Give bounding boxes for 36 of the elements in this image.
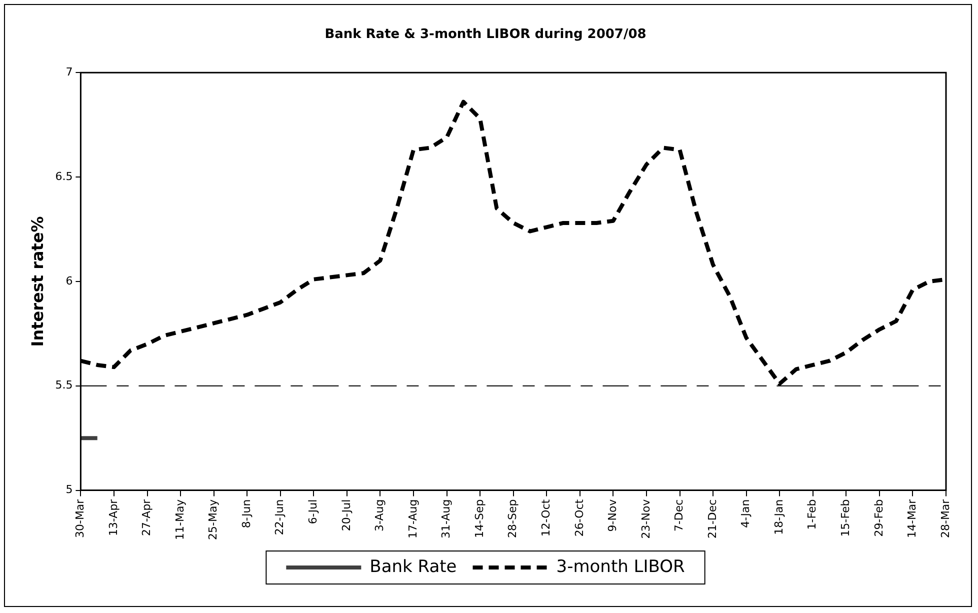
y-tick-label: 5 — [66, 483, 73, 496]
x-tick-label: 3-Aug — [373, 499, 386, 532]
x-tick-label: 22-Jun — [273, 499, 286, 536]
y-tick-label: 6 — [66, 274, 73, 288]
x-tick-label: 4-Jan — [739, 499, 752, 528]
x-tick-label: 21-Dec — [706, 499, 719, 539]
x-tick-label: 6-Jul — [306, 499, 320, 524]
x-tick-label: 1-Feb — [806, 499, 819, 530]
x-tick-label: 9-Nov — [606, 498, 620, 532]
x-tick-label: 11-May — [173, 498, 186, 540]
x-tick-label: 14-Mar — [906, 498, 919, 538]
x-tick-label: 23-Nov — [639, 498, 652, 539]
x-tick-label: 30-Mar — [74, 498, 87, 538]
legend-label: Bank Rate — [370, 556, 457, 577]
x-tick-label: 28-Mar — [938, 498, 952, 538]
x-tick-label: 8-Jun — [240, 499, 253, 528]
x-tick-label: 31-Aug — [440, 499, 453, 539]
x-tick-label: 18-Jan — [772, 499, 786, 535]
y-tick-label: 7 — [66, 65, 73, 78]
legend-label: 3-month LIBOR — [556, 556, 686, 577]
y-tick-label: 6.5 — [55, 170, 73, 183]
x-tick-label: 7-Dec — [672, 499, 686, 532]
x-tick-label: 29-Feb — [872, 499, 886, 537]
x-tick-label: 25-May — [206, 498, 220, 540]
x-tick-label: 28-Sep — [506, 499, 520, 538]
x-tick-label: 20-Jul — [340, 499, 353, 532]
y-tick-label: 5.5 — [55, 378, 73, 392]
x-tick-label: 12-Oct — [539, 498, 552, 537]
x-tick-label: 17-Aug — [406, 499, 420, 539]
y-axis-title: Interest rate% — [28, 216, 47, 347]
x-tick-label: 27-Apr — [140, 498, 154, 536]
x-tick-label: 13-Apr — [106, 498, 120, 536]
x-tick-label: 14-Sep — [472, 499, 486, 538]
chart-title: Bank Rate & 3-month LIBOR during 2007/08 — [324, 27, 646, 42]
x-tick-label: 15-Feb — [839, 499, 852, 537]
x-tick-label: 26-Oct — [572, 498, 586, 537]
